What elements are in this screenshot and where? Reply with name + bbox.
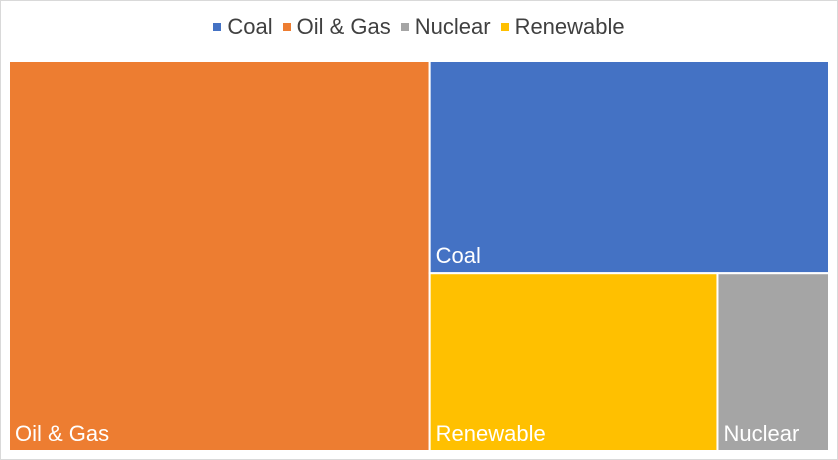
legend-item-oil-gas: Oil & Gas	[282, 14, 391, 40]
treemap-label-oil-gas: Oil & Gas	[15, 421, 109, 446]
legend-item-renewable: Renewable	[500, 14, 625, 40]
legend-swatch	[500, 23, 509, 31]
legend-item-coal: Coal	[213, 14, 273, 40]
treemap-label-coal: Coal	[436, 243, 481, 268]
treemap-tile-renewable	[428, 272, 719, 452]
legend-item-nuclear: Nuclear	[400, 14, 491, 40]
treemap-label-nuclear: Nuclear	[723, 421, 799, 446]
legend-label: Renewable	[514, 14, 625, 39]
treemap-tile-nuclear	[716, 272, 830, 452]
legend-label: Oil & Gas	[296, 14, 391, 39]
treemap-label-renewable: Renewable	[436, 421, 546, 446]
chart-legend: Coal Oil & Gas Nuclear Renewable	[0, 14, 838, 40]
legend-swatch	[213, 23, 222, 31]
legend-swatch	[400, 23, 409, 31]
legend-label: Nuclear	[414, 14, 491, 39]
legend-label: Coal	[227, 14, 273, 39]
legend-swatch	[282, 23, 291, 31]
treemap-tile-coal	[428, 60, 830, 275]
treemap-tile-oil-gas	[8, 60, 431, 452]
